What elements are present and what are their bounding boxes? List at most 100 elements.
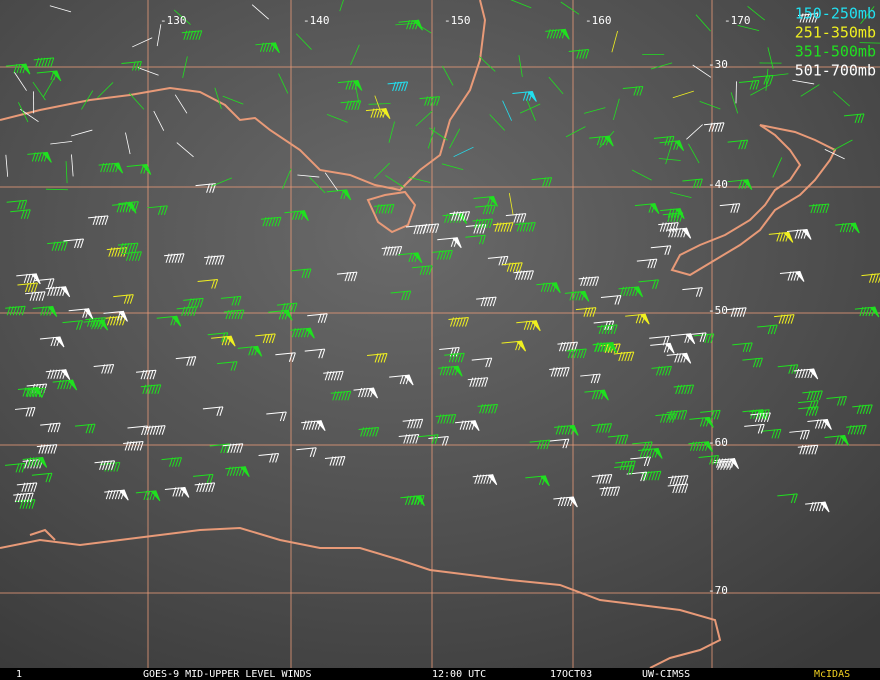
barb-feather xyxy=(624,434,629,445)
barb-feather xyxy=(133,441,138,451)
barb-shaft xyxy=(350,44,360,66)
wind-barb xyxy=(625,313,650,325)
wind-barb xyxy=(251,4,269,20)
wind-barb xyxy=(106,247,128,257)
wind-barb xyxy=(636,258,658,269)
wind-barb xyxy=(438,365,463,377)
latitude-label: -50 xyxy=(708,304,728,317)
barb-shaft xyxy=(429,127,448,141)
barb-feather xyxy=(454,353,459,363)
barb-feather xyxy=(454,211,459,221)
wind-barb xyxy=(789,429,810,440)
barb-feather xyxy=(433,96,438,106)
barb-feather xyxy=(41,444,46,454)
barb-feather xyxy=(720,122,725,132)
wind-barb xyxy=(655,413,676,423)
wind-barb xyxy=(22,456,48,468)
wind-barb xyxy=(626,471,648,482)
barb-feather xyxy=(53,369,58,379)
wind-barb xyxy=(501,340,527,352)
wind-barb xyxy=(222,95,244,105)
longitude-label: -130 xyxy=(160,14,187,27)
barb-feather xyxy=(478,235,483,245)
barb-shaft xyxy=(510,0,532,9)
barb-shaft xyxy=(278,73,289,94)
barb-feather xyxy=(184,306,189,316)
barb-feather xyxy=(822,203,827,214)
barb-feather xyxy=(27,282,32,293)
barb-shaft xyxy=(692,64,712,78)
barb-feather xyxy=(512,262,517,272)
barb-feather xyxy=(616,486,621,497)
barb-feather xyxy=(57,379,62,390)
wind-barb xyxy=(730,92,739,114)
barb-feather xyxy=(871,273,876,283)
barb-flag xyxy=(808,368,819,380)
barb-feather xyxy=(143,490,148,501)
barb-shaft xyxy=(747,6,765,21)
wind-barb xyxy=(88,215,109,226)
barb-feather xyxy=(444,436,449,446)
barb-flag xyxy=(33,386,43,398)
barb-feather xyxy=(269,453,274,463)
barb-shaft xyxy=(442,65,454,86)
barb-shaft xyxy=(508,192,514,215)
barb-feather xyxy=(741,139,746,150)
barb-feather xyxy=(542,177,547,187)
wind-barb xyxy=(467,377,489,387)
barb-flag xyxy=(742,179,753,191)
barb-shaft xyxy=(137,67,159,76)
barb-feather xyxy=(31,499,36,509)
barb-feather xyxy=(102,460,107,470)
barb-feather xyxy=(221,336,226,346)
barb-feather xyxy=(297,328,302,338)
barb-feather xyxy=(23,273,28,284)
wind-barb xyxy=(258,452,280,463)
barb-feather xyxy=(500,222,505,232)
barb-feather xyxy=(169,457,173,467)
barb-feather xyxy=(376,108,381,118)
wind-barb xyxy=(374,95,383,117)
wind-barb xyxy=(554,424,579,436)
barb-feather xyxy=(363,427,368,437)
wind-barb xyxy=(237,345,263,357)
barb-feather xyxy=(308,420,313,430)
barb-flag xyxy=(527,90,537,102)
barb-feather xyxy=(760,412,765,423)
barb-feather xyxy=(409,20,414,30)
barb-feather xyxy=(23,492,28,503)
barb-feather xyxy=(439,366,444,376)
wind-barb xyxy=(45,286,71,298)
barb-shaft xyxy=(97,82,114,99)
barb-shaft xyxy=(5,154,9,177)
barb-feather xyxy=(664,245,669,255)
barb-feather xyxy=(629,286,634,297)
barb-feather xyxy=(652,279,657,289)
barb-feather xyxy=(35,291,40,301)
barb-feather xyxy=(220,255,225,265)
barb-feather xyxy=(802,430,807,440)
barb-feather xyxy=(445,250,450,260)
barb-feather xyxy=(600,342,605,352)
barb-feather xyxy=(107,316,111,326)
barb-feather xyxy=(715,455,720,465)
wind-barb xyxy=(340,100,362,110)
barb-feather xyxy=(567,342,572,352)
barb-feather xyxy=(178,457,182,467)
barb-feather xyxy=(733,307,738,317)
wind-barb xyxy=(465,224,487,234)
barb-feather xyxy=(419,224,424,235)
barb-feather xyxy=(128,242,133,253)
barb-feather xyxy=(662,336,667,346)
barb-feather xyxy=(563,496,568,507)
barb-feather xyxy=(811,13,816,23)
barb-feather xyxy=(522,91,527,101)
barb-feather xyxy=(814,13,819,23)
barb-feather xyxy=(195,30,200,40)
barb-feather xyxy=(416,419,421,429)
barb-feather xyxy=(604,320,609,331)
barb-feather xyxy=(20,492,25,503)
barb-shaft xyxy=(176,142,194,158)
wind-barb xyxy=(442,65,454,86)
wind-barb xyxy=(444,352,465,363)
